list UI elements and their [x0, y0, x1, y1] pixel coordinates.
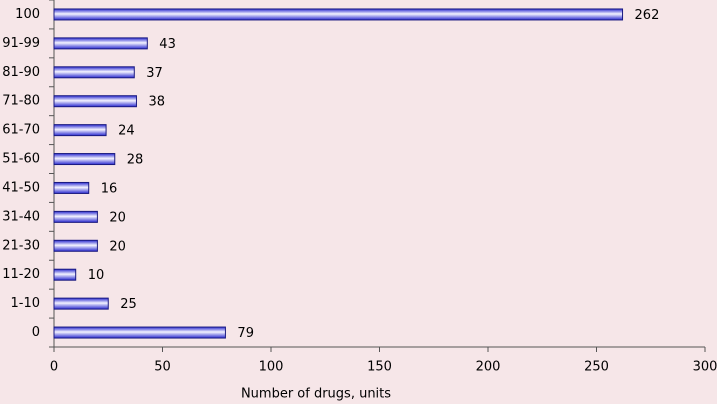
bar	[53, 181, 90, 194]
value-label: 38	[148, 95, 165, 110]
bar	[53, 239, 98, 252]
bar	[53, 297, 109, 310]
bar	[53, 153, 116, 166]
y-tick-label: 71-80	[2, 94, 40, 109]
value-label: 24	[118, 124, 135, 139]
x-tick-label: 50	[154, 360, 171, 375]
y-tick-label: 11-20	[2, 267, 40, 282]
value-label: 79	[237, 326, 254, 341]
y-tick-label: 81-90	[2, 65, 40, 80]
y-tick-label: 1-10	[10, 296, 40, 311]
bar	[53, 326, 226, 339]
y-tick-label: 0	[32, 325, 40, 340]
y-tick-label: 21-30	[2, 238, 40, 253]
value-label: 25	[120, 297, 137, 312]
value-label: 10	[88, 268, 105, 283]
y-tick-label: 91-99	[2, 36, 40, 51]
bar	[53, 95, 137, 108]
x-tick-label: 100	[259, 360, 284, 375]
value-label: 37	[146, 66, 163, 81]
bar	[53, 210, 98, 223]
y-tick-label: 100	[15, 7, 40, 22]
value-label: 28	[127, 153, 144, 168]
y-tick-label: 61-70	[2, 123, 40, 138]
bar	[53, 124, 107, 137]
value-label: 262	[635, 8, 660, 23]
x-tick-label: 200	[476, 360, 501, 375]
x-tick-label: 150	[367, 360, 392, 375]
x-axis-label: Number of drugs, units	[241, 387, 391, 402]
value-label: 43	[159, 37, 176, 52]
value-label: 20	[109, 210, 126, 225]
y-tick-label: 41-50	[2, 180, 40, 195]
bar	[53, 8, 624, 21]
bar	[53, 37, 148, 50]
x-tick-label: 300	[693, 360, 717, 375]
value-label: 16	[101, 181, 118, 196]
y-tick-label: 51-60	[2, 152, 40, 167]
y-tick-label: 31-40	[2, 209, 40, 224]
bar	[53, 268, 77, 281]
x-tick-label: 250	[584, 360, 609, 375]
x-tick-label: 0	[50, 360, 58, 375]
bar	[53, 66, 135, 79]
value-label: 20	[109, 239, 126, 254]
